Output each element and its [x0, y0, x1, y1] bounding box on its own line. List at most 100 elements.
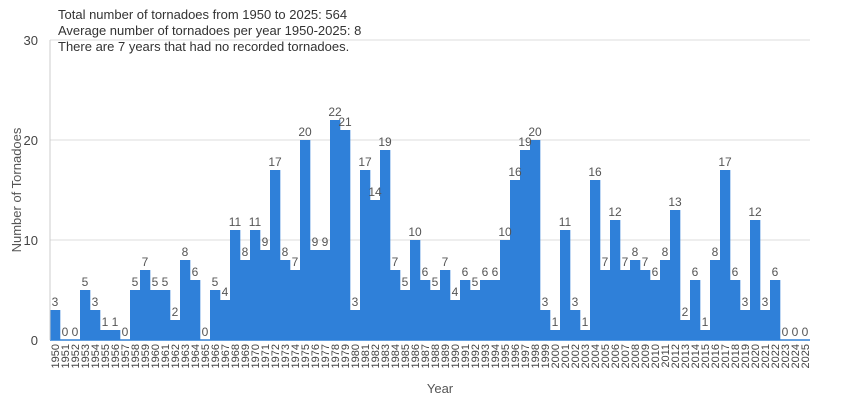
bar [680, 320, 691, 340]
data-label: 5 [132, 275, 139, 289]
data-label: 17 [718, 155, 732, 169]
x-tick-label: 1967 [220, 344, 232, 368]
bar [210, 290, 221, 340]
x-tick-label: 1996 [510, 344, 522, 368]
x-tick-label: 1969 [240, 344, 252, 368]
x-tick-label: 2008 [630, 344, 642, 368]
bar [690, 280, 701, 340]
bar [480, 280, 491, 340]
x-tick-label: 1982 [370, 344, 382, 368]
data-label: 5 [162, 275, 169, 289]
x-tick-label: 2001 [560, 344, 572, 368]
annotation-notes: Total number of tornadoes from 1950 to 2… [58, 7, 361, 54]
x-tick-label: 1985 [400, 344, 412, 368]
bar [530, 140, 541, 340]
x-tick-label: 1990 [450, 344, 462, 368]
bar [250, 230, 261, 340]
bar [140, 270, 151, 340]
x-tick-label: 1958 [130, 344, 142, 368]
bar [470, 290, 481, 340]
x-tick-label: 1995 [500, 344, 512, 368]
data-label: 6 [462, 265, 469, 279]
bar [630, 260, 641, 340]
bar [450, 300, 461, 340]
data-label: 3 [92, 295, 99, 309]
bar [660, 260, 671, 340]
data-label: 2 [172, 305, 179, 319]
data-label: 9 [312, 235, 319, 249]
gridlines [50, 39, 810, 241]
bar [560, 230, 571, 340]
data-label: 0 [72, 325, 79, 339]
data-label: 7 [602, 255, 609, 269]
x-tick-label: 2012 [670, 344, 682, 368]
x-tick-label: 1992 [470, 344, 482, 368]
data-label: 7 [642, 255, 649, 269]
x-tick-label: 2022 [770, 344, 782, 368]
bar [150, 290, 161, 340]
y-tick-label: 0 [31, 333, 38, 348]
bar [300, 140, 311, 340]
bar [320, 250, 331, 340]
x-tick-label: 2021 [760, 344, 772, 368]
data-label: 10 [498, 225, 512, 239]
x-tick-label: 2015 [700, 344, 712, 368]
bar [80, 290, 91, 340]
data-label: 13 [668, 195, 682, 209]
x-tick-label: 1997 [520, 344, 532, 368]
x-tick-label: 1975 [300, 344, 312, 368]
bar [160, 290, 171, 340]
bar [110, 330, 121, 340]
x-tick-label: 1974 [290, 344, 302, 368]
x-tick-label: 1965 [200, 344, 212, 368]
x-tick-label: 1952 [70, 344, 82, 368]
data-label: 8 [632, 245, 639, 259]
bar [220, 300, 231, 340]
data-label: 7 [442, 255, 449, 269]
bar [310, 250, 321, 340]
bar [170, 320, 181, 340]
data-label: 6 [192, 265, 199, 279]
data-label: 1 [582, 315, 589, 329]
bar [100, 330, 111, 340]
x-tick-label: 2019 [740, 344, 752, 368]
data-label: 6 [422, 265, 429, 279]
bar [730, 280, 741, 340]
bar [420, 280, 431, 340]
data-label: 7 [392, 255, 399, 269]
x-tick-label: 1951 [60, 344, 72, 368]
data-label: 6 [492, 265, 499, 279]
y-axis-title: Number of Tornadoes [9, 127, 24, 252]
data-label: 8 [712, 245, 719, 259]
bar [640, 270, 651, 340]
bar [720, 170, 731, 340]
data-label: 1 [102, 315, 109, 329]
data-label: 20 [298, 125, 312, 139]
data-label: 7 [292, 255, 299, 269]
data-label: 3 [762, 295, 769, 309]
x-tick-label: 1976 [310, 344, 322, 368]
bar [440, 270, 451, 340]
bar [380, 150, 391, 340]
data-label: 1 [112, 315, 119, 329]
data-label: 22 [328, 105, 342, 119]
x-tick-label: 2024 [790, 344, 802, 368]
bar [750, 220, 761, 340]
note-average: Average number of tornadoes per year 195… [58, 23, 361, 38]
x-tick-label: 1987 [420, 344, 432, 368]
data-label: 8 [182, 245, 189, 259]
x-tick-label: 1986 [410, 344, 422, 368]
bar [430, 290, 441, 340]
x-tick-label: 1956 [110, 344, 122, 368]
x-tick-label: 2003 [580, 344, 592, 368]
note-total: Total number of tornadoes from 1950 to 2… [58, 7, 347, 22]
data-label: 11 [559, 215, 572, 229]
x-tick-label: 2023 [780, 344, 792, 368]
x-tick-label: 2011 [660, 344, 672, 368]
x-tick-label: 1957 [120, 344, 132, 368]
x-tick-label: 1999 [540, 344, 552, 368]
data-label: 0 [122, 325, 129, 339]
data-label: 1 [702, 315, 709, 329]
